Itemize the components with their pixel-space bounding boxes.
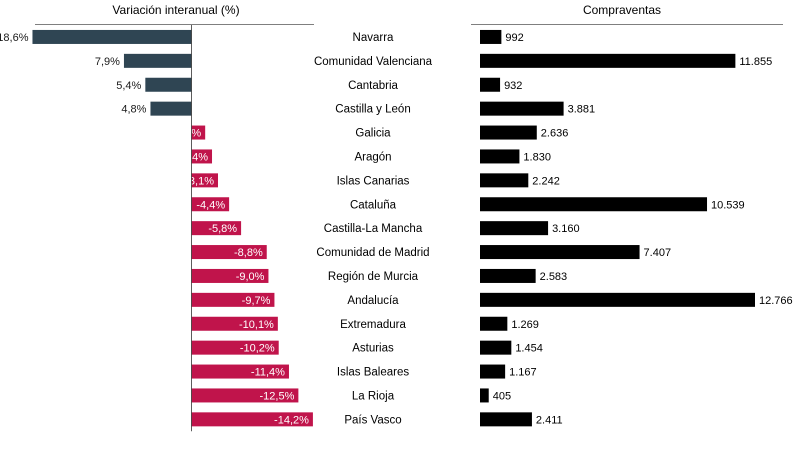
variation-bar <box>191 316 278 331</box>
sales-label: 11.855 <box>739 56 772 68</box>
variation-label: 18,6% <box>0 32 29 44</box>
region-label: Región de Murcia <box>328 271 419 283</box>
variation-label: -5,8% <box>208 223 237 235</box>
region-label: Andalucía <box>347 295 399 307</box>
variation-label: -12,5% <box>260 390 295 402</box>
sales-bar <box>480 364 506 379</box>
region-label: Castilla-La Mancha <box>324 223 423 235</box>
variation-bar <box>191 149 213 164</box>
variation-bar <box>123 53 192 68</box>
variation-bar <box>145 77 192 92</box>
sales-label: 7.407 <box>644 247 672 259</box>
variation-label: -8,8% <box>234 247 263 259</box>
sales-label: 1.167 <box>509 367 537 379</box>
variation-bar <box>150 101 192 116</box>
variation-bar <box>191 364 289 379</box>
variation-label: -3,1% <box>185 175 214 187</box>
region-label: Islas Canarias <box>337 175 410 187</box>
sales-bar <box>480 292 755 307</box>
sales-bar <box>480 77 501 92</box>
region-label: Navarra <box>353 32 395 44</box>
sales-label: 1.269 <box>511 319 539 331</box>
left-chart-title: Variación interanual (%) <box>112 3 239 17</box>
variation-bar <box>191 340 279 355</box>
region-label: Islas Baleares <box>337 367 409 379</box>
variation-bar <box>191 197 230 212</box>
region-label: Asturias <box>352 343 394 355</box>
sales-label: 2.583 <box>540 271 568 283</box>
variation-label: -10,1% <box>239 319 274 331</box>
variation-bar <box>191 221 242 236</box>
sales-bar <box>480 412 532 427</box>
variation-label: -10,2% <box>240 343 275 355</box>
variation-label: -1,6% <box>172 128 201 140</box>
sales-label: 992 <box>505 32 523 44</box>
region-label: Extremadura <box>340 319 406 331</box>
variation-bar <box>191 388 299 403</box>
sales-label: 1.454 <box>515 343 543 355</box>
variation-bar <box>191 268 269 283</box>
sales-bar <box>480 173 529 188</box>
sales-bar <box>480 29 502 44</box>
variation-bar <box>191 173 219 188</box>
right-chart-title: Compraventas <box>583 3 661 17</box>
variation-label: -14,2% <box>274 414 309 426</box>
region-label: Castilla y León <box>335 104 410 116</box>
sales-bar <box>480 197 708 212</box>
variation-label: -9,0% <box>236 271 265 283</box>
sales-bar <box>480 149 520 164</box>
sales-bar <box>480 53 736 68</box>
sales-bar <box>480 245 640 260</box>
variation-bar <box>191 412 313 427</box>
sales-bar <box>480 316 508 331</box>
sales-bar <box>480 101 564 116</box>
region-label: Aragón <box>354 151 391 163</box>
region-label: Comunidad Valenciana <box>314 56 433 68</box>
variation-label: -11,4% <box>251 367 285 379</box>
variation-label: 5,4% <box>116 80 141 92</box>
sales-label: 3.881 <box>568 104 596 116</box>
sales-bar <box>480 125 537 140</box>
region-label: Comunidad de Madrid <box>316 247 429 259</box>
sales-bar <box>480 340 512 355</box>
sales-label: 3.160 <box>552 223 580 235</box>
region-label: Galicia <box>355 128 391 140</box>
sales-label: 2.242 <box>532 175 560 187</box>
region-label: Cataluña <box>350 199 397 211</box>
sales-label: 10.539 <box>711 199 745 211</box>
sales-bar <box>480 388 489 403</box>
variation-bar <box>191 125 206 140</box>
variation-label: 4,8% <box>121 104 146 116</box>
variation-label: -2,4% <box>179 151 208 163</box>
sales-bar <box>480 221 549 236</box>
sales-label: 2.411 <box>536 414 563 426</box>
sales-label: 1.830 <box>523 151 551 163</box>
variation-label: 7,9% <box>95 56 120 68</box>
region-label: País Vasco <box>344 414 401 426</box>
sales-label: 12.766 <box>759 295 793 307</box>
sales-bar <box>480 268 536 283</box>
variation-bar <box>191 245 267 260</box>
region-label: Cantabria <box>348 80 398 92</box>
variation-label: -4,4% <box>196 199 225 211</box>
sales-label: 2.636 <box>541 128 569 140</box>
variation-bar <box>191 292 275 307</box>
variation-bar <box>32 29 192 44</box>
variation-label: -9,7% <box>242 295 271 307</box>
sales-label: 932 <box>504 80 522 92</box>
region-label: La Rioja <box>352 390 395 402</box>
sales-label: 405 <box>493 390 511 402</box>
